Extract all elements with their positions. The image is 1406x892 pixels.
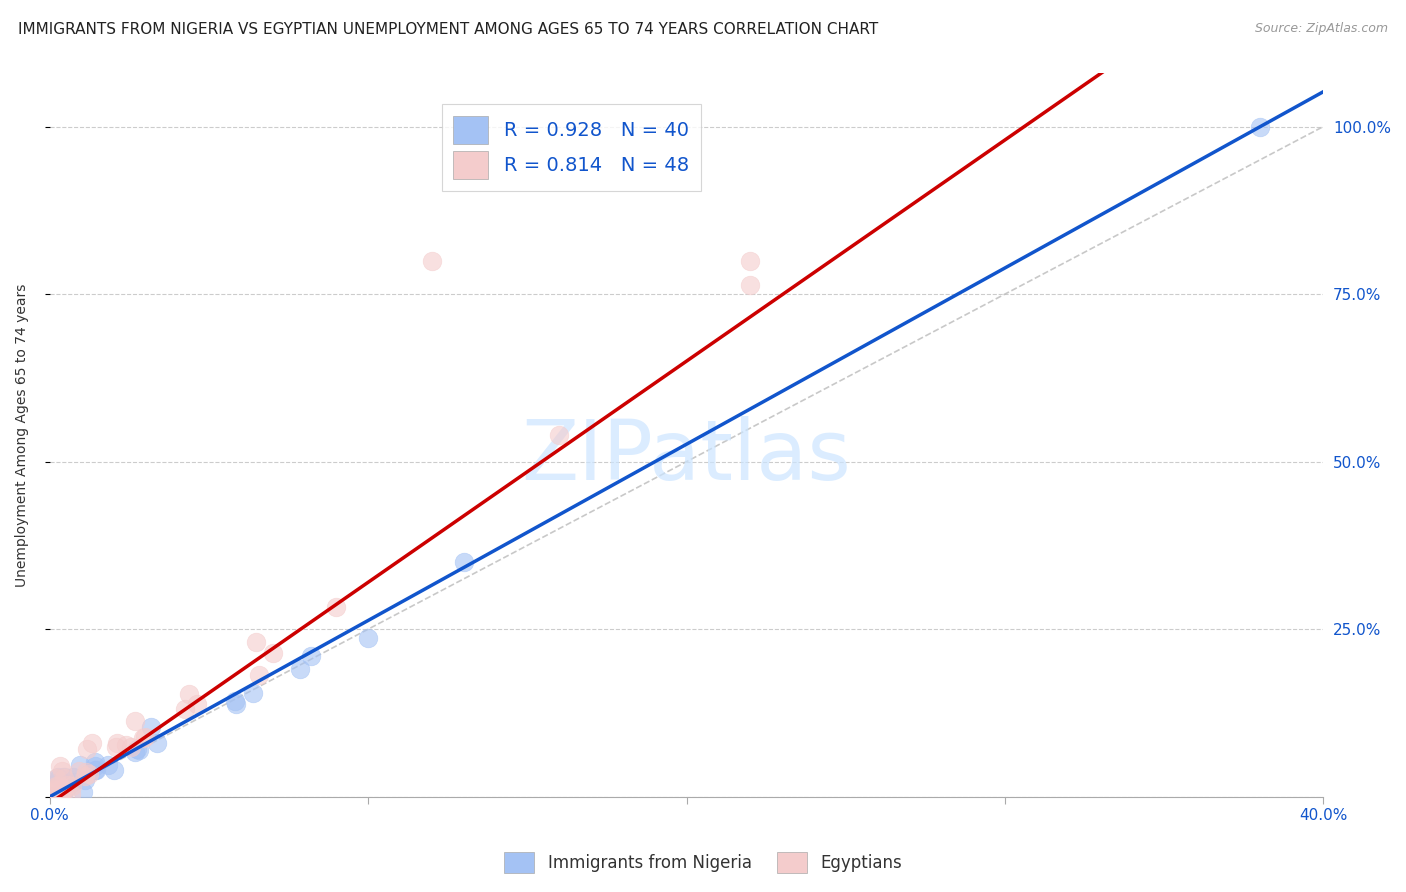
Point <box>49 784 72 798</box>
Point <box>42 781 65 796</box>
Point <box>62 775 84 789</box>
Point <box>84 763 107 777</box>
Point <box>114 738 136 752</box>
Point <box>49 788 72 802</box>
Point <box>179 687 201 701</box>
Point <box>46 789 69 803</box>
Point <box>42 789 65 803</box>
Point <box>76 741 98 756</box>
Point <box>49 789 72 803</box>
Point <box>740 253 762 268</box>
Point <box>48 789 70 803</box>
Point <box>51 789 73 803</box>
Point <box>134 730 156 744</box>
Point <box>48 781 70 796</box>
Point <box>52 784 75 798</box>
Point <box>146 736 169 750</box>
Point <box>60 779 83 793</box>
Point <box>420 253 443 268</box>
Point <box>62 770 84 784</box>
Point <box>105 736 128 750</box>
Point <box>45 789 67 803</box>
Point <box>453 555 475 569</box>
Point <box>48 772 70 786</box>
Point <box>83 755 105 769</box>
Point <box>325 599 347 614</box>
Point <box>262 646 284 660</box>
Point <box>120 739 142 754</box>
Point <box>173 702 195 716</box>
Point <box>42 782 65 797</box>
Point <box>53 771 76 785</box>
Point <box>83 759 105 773</box>
Point <box>59 787 82 801</box>
Point <box>139 720 162 734</box>
Point <box>124 745 146 759</box>
Text: IMMIGRANTS FROM NIGERIA VS EGYPTIAN UNEMPLOYMENT AMONG AGES 65 TO 74 YEARS CORRE: IMMIGRANTS FROM NIGERIA VS EGYPTIAN UNEM… <box>18 22 879 37</box>
Point <box>224 694 246 708</box>
Point <box>73 773 96 788</box>
Point <box>72 784 94 798</box>
Point <box>299 649 322 664</box>
Point <box>73 769 96 783</box>
Text: ZIPatlas: ZIPatlas <box>522 416 852 497</box>
Point <box>97 758 120 772</box>
Point <box>51 764 73 779</box>
Point <box>82 736 104 750</box>
Point <box>49 789 72 803</box>
Point <box>103 764 125 778</box>
Point <box>242 686 264 700</box>
Point <box>186 697 208 711</box>
Legend: R = 0.928   N = 40, R = 0.814   N = 48: R = 0.928 N = 40, R = 0.814 N = 48 <box>441 104 700 191</box>
Text: Source: ZipAtlas.com: Source: ZipAtlas.com <box>1254 22 1388 36</box>
Legend: Immigrants from Nigeria, Egyptians: Immigrants from Nigeria, Egyptians <box>498 846 908 880</box>
Point <box>46 770 69 784</box>
Point <box>55 780 77 794</box>
Point <box>48 777 70 791</box>
Point <box>1249 120 1271 134</box>
Y-axis label: Unemployment Among Ages 65 to 74 years: Unemployment Among Ages 65 to 74 years <box>15 283 30 587</box>
Point <box>77 767 100 781</box>
Point <box>51 789 73 803</box>
Point <box>124 714 146 729</box>
Point <box>51 787 73 801</box>
Point <box>49 759 72 773</box>
Point <box>52 770 75 784</box>
Point <box>75 764 97 779</box>
Point <box>69 758 91 772</box>
Point <box>55 770 77 784</box>
Point <box>42 789 65 803</box>
Point <box>104 739 127 754</box>
Point <box>56 778 79 792</box>
Point <box>44 783 66 797</box>
Point <box>132 731 155 746</box>
Point <box>84 763 107 777</box>
Point <box>45 789 67 803</box>
Point <box>357 631 380 645</box>
Point <box>548 428 571 442</box>
Point <box>125 742 148 756</box>
Point <box>42 784 65 798</box>
Point <box>48 788 70 802</box>
Point <box>288 662 311 676</box>
Point <box>51 784 73 798</box>
Point <box>245 635 267 649</box>
Point <box>247 667 270 681</box>
Point <box>740 278 762 293</box>
Point <box>52 783 75 797</box>
Point <box>45 789 67 803</box>
Point <box>45 779 67 793</box>
Point <box>45 772 67 786</box>
Point <box>128 743 150 757</box>
Point <box>52 789 75 803</box>
Point <box>44 789 66 803</box>
Point <box>48 789 70 803</box>
Point <box>67 764 90 779</box>
Point <box>225 697 247 711</box>
